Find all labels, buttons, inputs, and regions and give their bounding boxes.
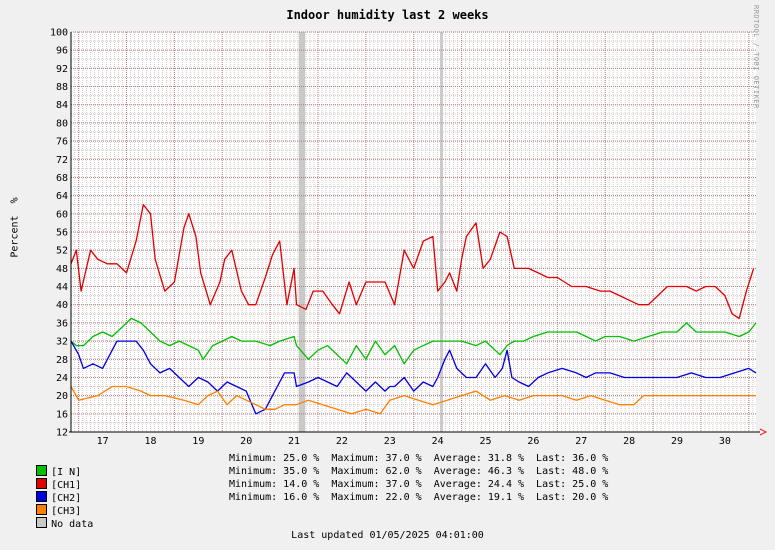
y-tick-label: 76 [56,137,68,148]
legend-swatch [36,504,48,515]
series-line-ch3 [70,385,756,415]
legend-label: [I N] [51,467,82,478]
x-tick-label: 27 [575,436,587,447]
y-tick-label: 52 [56,246,68,257]
legend-item-ch1: [CH1] [12,465,81,491]
y-tick-label: 88 [56,82,68,93]
x-tick-label: 29 [671,436,683,447]
legend-swatch [36,491,48,502]
y-tick-label: 36 [56,318,68,329]
x-tick-label: 22 [336,436,348,447]
x-tick-label: 26 [527,436,539,447]
x-tick-label: 18 [144,436,156,447]
y-tick-label: 80 [56,118,68,129]
series-line-ch1 [70,204,755,320]
y-tick-label: 60 [56,209,68,220]
stats-row-ch2: Minimum: 14.0 % Maximum: 37.0 % Average:… [229,479,609,490]
y-tick-label: 12 [56,428,68,439]
x-tick-label: 20 [240,436,252,447]
y-tick-label: 44 [56,282,68,293]
legend-label: No data [51,519,94,530]
y-tick-label: 24 [56,373,68,384]
legend-label: [CH1] [51,480,82,491]
y-tick-label: 48 [56,264,68,275]
last-updated: Last updated 01/05/2025 04:01:00 [291,530,484,541]
x-tick-label: 19 [192,436,204,447]
x-tick-label: 24 [432,436,444,447]
legend-swatch [36,465,48,476]
y-tick-label: 28 [56,355,68,366]
stats-row-ch1: Minimum: 35.0 % Maximum: 62.0 % Average:… [229,466,609,477]
legend-item-ch2: [CH2] [12,478,81,504]
legend-item-in: [I N] [12,452,81,478]
y-tick-label: 72 [56,155,68,166]
y-tick-label: 84 [56,100,68,111]
y-tick-label: 56 [56,228,68,239]
y-axis-label: Percent % [9,197,21,258]
legend-item-ch3: [CH3] [12,491,81,517]
y-tick-label: 68 [56,173,68,184]
y-tick-label: 20 [56,391,68,402]
legend-swatch [36,478,48,489]
legend-label: [CH3] [51,506,82,517]
rrdtool-credit: RRDTOOL / TOBI OETIKER [752,5,760,109]
y-tick-label: 96 [56,46,68,57]
legend-item-nodata: No data [12,504,93,530]
x-tick-label: 17 [97,436,109,447]
x-axis-arrow [759,428,768,436]
x-tick-label: 23 [384,436,396,447]
y-tick-label: 32 [56,337,68,348]
y-tick-label: 40 [56,300,68,311]
chart-title: Indoor humidity last 2 weeks [286,8,489,22]
series-line-in [70,317,757,365]
x-tick-label: 21 [288,436,300,447]
y-tick-label: 16 [56,409,68,420]
x-tick-label: 30 [719,436,731,447]
stats-row-ch3: Minimum: 16.0 % Maximum: 22.0 % Average:… [229,492,609,503]
x-tick-label: 28 [623,436,635,447]
legend-label: [CH2] [51,493,82,504]
y-tick-label: 100 [50,28,68,39]
x-tick-label: 25 [480,436,492,447]
y-tick-label: 64 [56,191,68,202]
stats-row-in: Minimum: 25.0 % Maximum: 37.0 % Average:… [229,453,609,464]
y-tick-label: 92 [56,64,68,75]
series-line-ch2 [70,340,757,415]
legend-swatch [36,517,48,528]
